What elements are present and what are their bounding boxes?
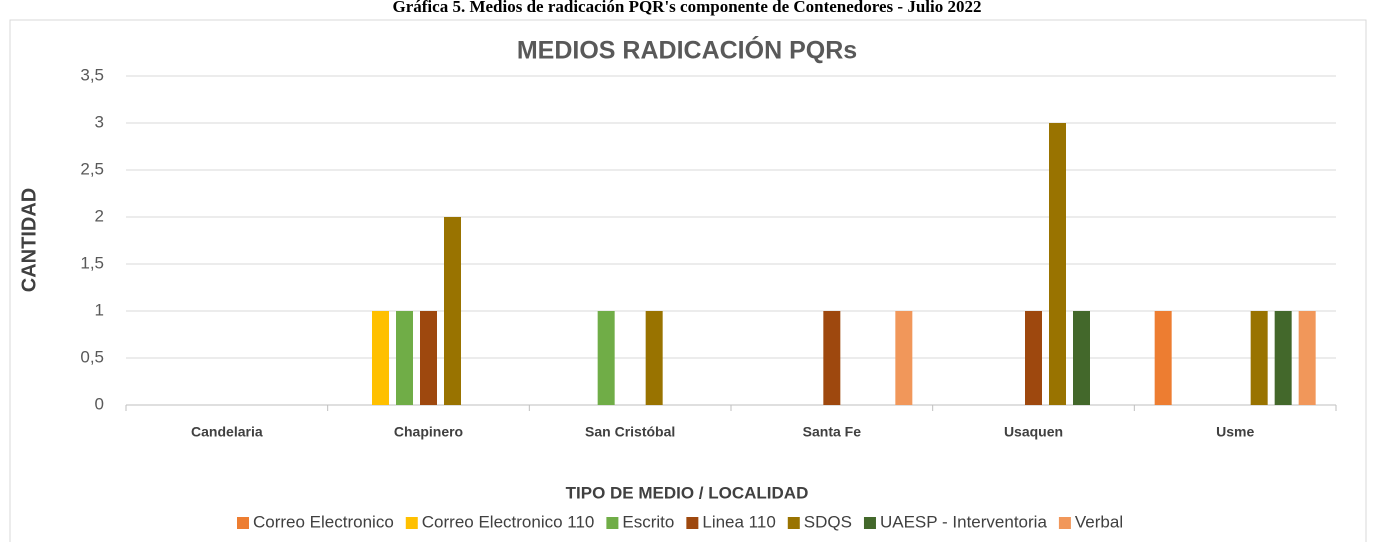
x-tick-label: Chapinero <box>394 424 463 440</box>
legend-label: Verbal <box>1075 512 1123 531</box>
y-tick-label: 0 <box>95 394 104 413</box>
bar <box>372 311 389 405</box>
bar <box>597 311 615 405</box>
y-axis-title: CANTIDAD <box>18 188 40 292</box>
bar <box>1274 311 1292 405</box>
legend-swatch <box>405 517 418 529</box>
legend-label: Escrito <box>622 512 674 531</box>
y-tick-label: 0,5 <box>80 347 104 366</box>
legend-label: Linea 110 <box>702 512 775 531</box>
x-tick-label: San Cristóbal <box>585 424 675 440</box>
legend-swatch <box>237 517 249 529</box>
bar <box>645 311 663 405</box>
y-tick-label: 3,5 <box>80 65 104 84</box>
bar <box>1049 123 1066 405</box>
legend-label: Correo Electronico 110 <box>422 512 595 531</box>
y-tick-label: 1,5 <box>80 253 104 272</box>
bar <box>1025 311 1042 405</box>
legend-label: UAESP - Interventoria <box>880 512 1047 531</box>
legend-label: Correo Electronico <box>253 512 394 531</box>
bar <box>444 217 461 405</box>
x-axis-title: TIPO DE MEDIO / LOCALIDAD <box>566 483 809 502</box>
legend-label: SDQS <box>804 512 852 531</box>
bar <box>1073 311 1090 405</box>
y-tick-label: 2,5 <box>80 159 104 178</box>
y-tick-label: 1 <box>95 300 104 319</box>
chart-frame <box>9 19 1367 542</box>
bar <box>1250 311 1268 405</box>
caption: Gráfica 5. Medios de radicación PQR's co… <box>393 0 982 16</box>
x-tick-label: Santa Fe <box>803 424 862 440</box>
legend-swatch <box>1058 517 1071 529</box>
x-tick-label: Usme <box>1216 424 1254 440</box>
x-tick-label: Usaquen <box>1004 424 1063 440</box>
bar <box>396 311 413 405</box>
bar <box>895 311 913 405</box>
y-tick-label: 2 <box>95 206 104 225</box>
y-tick-label: 3 <box>95 112 104 131</box>
bar <box>1154 311 1172 405</box>
legend-swatch <box>863 517 876 529</box>
bar <box>420 311 437 405</box>
legend-swatch <box>787 517 800 529</box>
bar <box>1298 311 1316 405</box>
chart-title: MEDIOS RADICACIÓN PQRs <box>517 35 857 65</box>
legend-swatch <box>606 517 619 529</box>
legend-swatch <box>686 517 699 529</box>
bar <box>823 311 841 405</box>
x-tick-label: Candelaria <box>191 424 263 440</box>
